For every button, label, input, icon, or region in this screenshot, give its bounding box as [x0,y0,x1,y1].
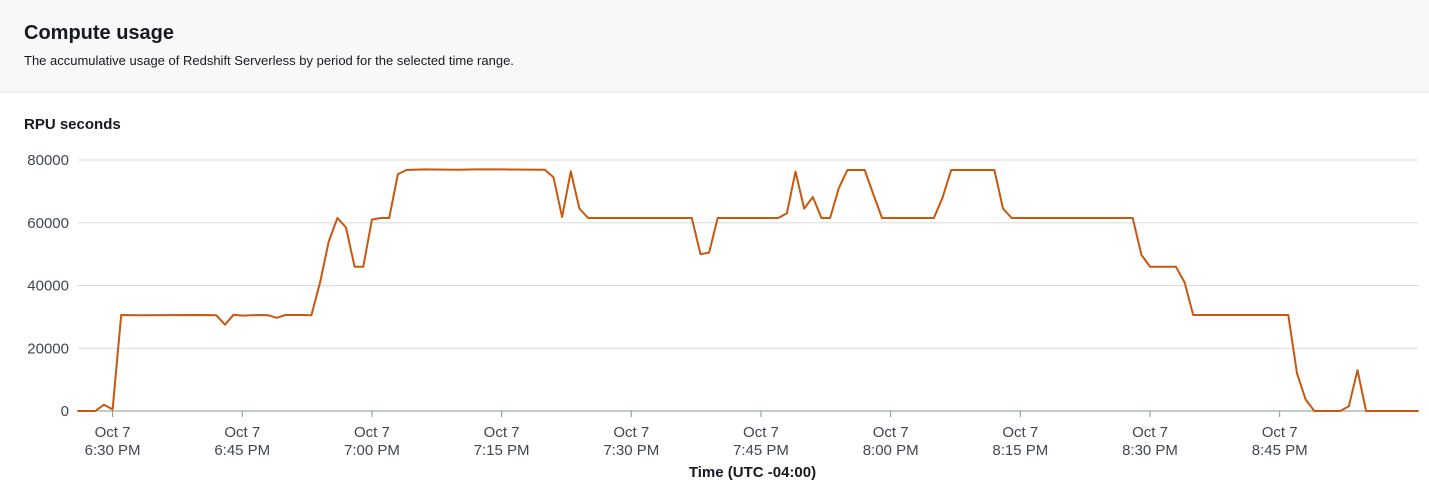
x-tick-label-date: Oct 7 [484,424,520,441]
x-tick-label-time: 7:15 PM [474,442,530,459]
y-tick-label: 60000 [27,215,69,232]
x-tick-label-time: 8:15 PM [992,442,1048,459]
page-title: Compute usage [24,22,175,44]
x-tick-label-date: Oct 7 [743,424,779,441]
x-tick-label-time: 8:30 PM [1122,442,1178,459]
x-axis-title: Time (UTC -04:00) [688,464,817,481]
y-tick-label: 0 [61,403,69,420]
x-tick-label-date: Oct 7 [224,424,260,441]
x-tick-label-time: 6:45 PM [214,442,270,459]
y-tick-label: 80000 [27,152,69,169]
x-tick-label-date: Oct 7 [873,424,909,441]
x-tick-label-time: 8:45 PM [1252,442,1308,459]
x-tick-label-time: 6:30 PM [85,442,141,459]
series-line [77,168,1419,412]
x-tick-label-time: 8:00 PM [863,442,919,459]
page-subtitle: The accumulative usage of Redshift Serve… [24,53,514,68]
x-tick-label-date: Oct 7 [1262,424,1298,441]
page-header: Compute usage The accumulative usage of … [0,0,1429,93]
x-tick-label-date: Oct 7 [613,424,649,441]
x-tick-label-date: Oct 7 [354,424,390,441]
x-tick-label-time: 7:30 PM [603,442,659,459]
y-axis-title: RPU seconds [24,116,121,133]
x-tick-label-date: Oct 7 [95,424,131,441]
x-tick-label-date: Oct 7 [1132,424,1168,441]
x-tick-label-time: 7:00 PM [344,442,400,459]
y-tick-label: 20000 [27,340,69,357]
x-tick-label-date: Oct 7 [1002,424,1038,441]
x-tick-label-time: 7:45 PM [733,442,789,459]
y-tick-label: 40000 [27,278,69,295]
